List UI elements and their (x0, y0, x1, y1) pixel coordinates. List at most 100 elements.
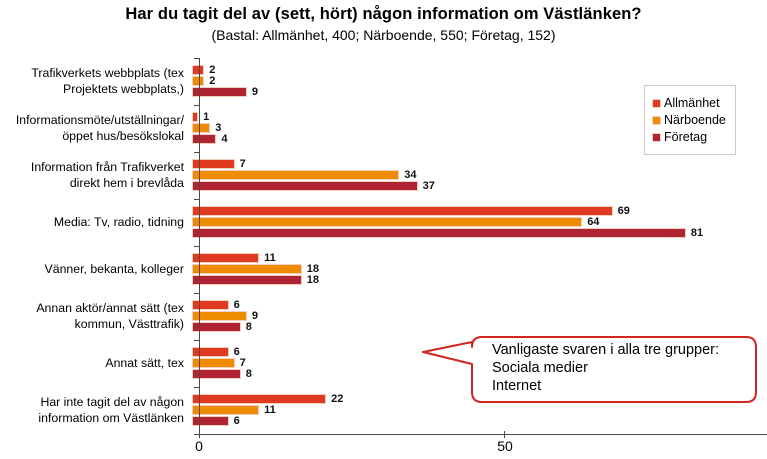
bar-företag (192, 368, 241, 379)
value-label: 69 (617, 204, 630, 217)
category-axis-tick (194, 58, 200, 59)
bar-allmänhet (192, 111, 199, 122)
bar-line: 6 (192, 345, 759, 358)
value-label: 64 (587, 215, 600, 228)
bar-företag (192, 227, 686, 238)
bar-företag (192, 86, 247, 97)
legend-item-allmanhet: Allmänhet (652, 96, 726, 110)
bar-närboende (192, 263, 302, 274)
value-label: 1 (203, 110, 210, 123)
legend-item-narboende: Närboende (652, 113, 726, 127)
x-axis-tick-label-0: 0 (195, 438, 203, 454)
bar-line: 2 (192, 74, 759, 87)
bar-line: 22 (192, 392, 759, 405)
bar-företag (192, 180, 418, 191)
value-label: 9 (251, 309, 258, 322)
bar-allmänhet (192, 205, 613, 216)
category-label: Media: Tv, radio, tidning (53, 214, 184, 229)
bar-allmänhet (192, 299, 229, 310)
category-axis-tick (194, 387, 200, 388)
x-axis-tick-label-50: 50 (497, 438, 513, 454)
bar-line: 3 (192, 121, 759, 134)
bar-närboende (192, 404, 260, 415)
bar-line: 8 (192, 367, 759, 380)
legend: Allmänhet Närboende Företag (644, 85, 736, 155)
value-label: 8 (245, 320, 252, 333)
category-axis-tick (194, 434, 200, 435)
legend-item-foretag: Företag (652, 130, 726, 144)
bar-allmänhet (192, 393, 327, 404)
chart-category-row: Annan aktör/annat sätt (tex kommun, Väst… (0, 293, 767, 340)
value-label: 3 (215, 121, 222, 134)
bar-group: 11 18 18 (192, 246, 759, 293)
category-label: Har inte tagit del av någon information … (38, 395, 184, 425)
bar-närboende (192, 75, 205, 86)
category-label: Vänner, bekanta, kolleger (44, 261, 184, 276)
bar-line: 9 (192, 85, 759, 98)
callout-text: Vanligaste svaren i alla tre grupper: So… (492, 341, 750, 395)
category-axis-tick (194, 293, 200, 294)
bar-line: 18 (192, 274, 759, 286)
value-label: 4 (221, 132, 228, 145)
bar-allmänhet (192, 252, 260, 263)
bar-group: 7 34 37 (192, 152, 759, 199)
bar-line: 18 (192, 262, 759, 275)
bar-line: 81 (192, 227, 759, 239)
chart-category-row: Annat sätt, tex 6 7 8 (0, 340, 767, 387)
legend-swatch-icon (652, 98, 661, 108)
callout-line: Vanligaste svaren i alla tre grupper: (492, 342, 720, 358)
x-axis-line (199, 434, 767, 435)
bar-line: 11 (192, 404, 759, 416)
bar-företag (192, 133, 217, 144)
bar-chart-plot-area: Trafikverkets webbplats (tex Projektets … (0, 58, 767, 434)
bar-line: 7 (192, 357, 759, 369)
value-label: 2 (209, 63, 216, 76)
callout-shape (422, 336, 757, 403)
bar-line: 8 (192, 320, 759, 333)
category-label: Informationsmöte/utställningar/ öppet hu… (15, 113, 184, 143)
chart-category-row: Informationsmöte/utställningar/ öppet hu… (0, 105, 767, 152)
bar-företag (192, 321, 241, 332)
bar-line: 1 (192, 110, 759, 123)
bar-närboende (192, 357, 235, 368)
bar-group: 22 11 6 (192, 387, 759, 434)
bar-line: 11 (192, 251, 759, 264)
callout-bubble (422, 336, 757, 403)
bar-närboende (192, 122, 211, 133)
callout-line: Sociala medier (492, 360, 588, 376)
value-label: 18 (306, 262, 319, 275)
value-label: 6 (233, 298, 240, 311)
category-label: Annan aktör/annat sätt (tex kommun, Väst… (36, 301, 184, 331)
chart-category-row: Trafikverkets webbplats (tex Projektets … (0, 58, 767, 105)
bar-line: 2 (192, 63, 759, 76)
value-label: 22 (331, 392, 344, 405)
bar-allmänhet (192, 64, 205, 75)
value-label: 34 (404, 168, 417, 181)
value-label: 37 (422, 179, 435, 192)
bar-företag (192, 415, 229, 426)
legend-label: Närboende (664, 113, 726, 127)
bar-närboende (192, 310, 247, 321)
chart-category-row: Information från Trafikverket direkt hem… (0, 152, 767, 199)
bar-line: 34 (192, 168, 759, 181)
bar-line: 6 (192, 298, 759, 311)
category-label: Trafikverkets webbplats (tex Projektets … (31, 66, 184, 96)
category-axis-tick (194, 246, 200, 247)
x-axis-tick-50 (504, 431, 505, 438)
legend-label: Företag (664, 130, 708, 144)
value-label: 6 (233, 345, 240, 358)
value-label: 2 (209, 74, 216, 87)
category-axis-tick (194, 105, 200, 106)
chart-category-row: Media: Tv, radio, tidning 69 64 81 (0, 199, 767, 246)
legend-swatch-icon (652, 115, 661, 125)
bar-närboende (192, 216, 583, 227)
value-label: 9 (251, 85, 258, 98)
chart-category-row: Vänner, bekanta, kolleger 11 18 18 (0, 246, 767, 293)
value-label: 11 (264, 251, 276, 264)
chart-title: Har du tagit del av (sett, hört) någon i… (125, 5, 642, 23)
bar-allmänhet (192, 346, 229, 357)
value-label: 8 (245, 367, 252, 380)
